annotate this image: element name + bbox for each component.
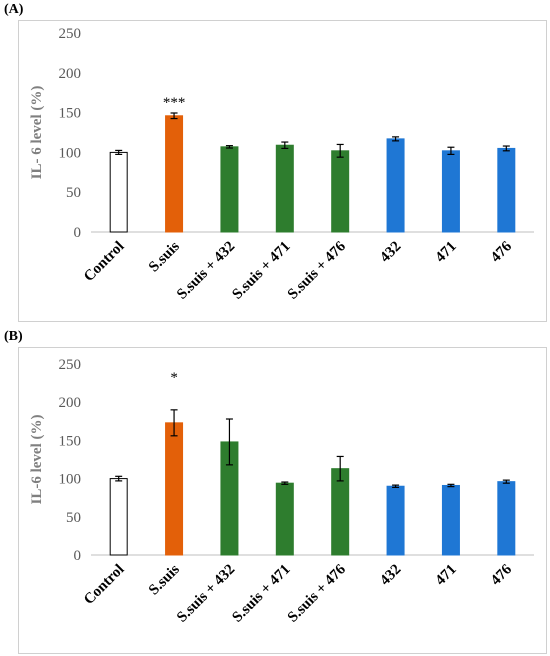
x-tick-label: 476 [488,238,516,266]
significance-marker: * [170,370,178,386]
y-tick-label: 250 [59,26,82,42]
x-tick-label: 471 [433,239,460,266]
bar [386,485,405,556]
y-tick-label: 100 [59,472,82,488]
bar [165,115,184,233]
y-tick-label: 0 [74,548,82,564]
x-tick-label: S.suis + 476 [285,238,350,303]
y-tick-label: 150 [59,433,82,449]
bar [275,144,294,233]
x-tick-label: 476 [488,561,516,589]
panel-b-label: (B) [4,329,23,344]
bar [441,150,460,233]
y-axis-label: IL- 6 level (%) [29,86,45,180]
bar [441,484,460,556]
bar [386,138,405,233]
y-tick-label: 200 [59,395,82,411]
x-tick-label: S.suis [146,238,183,275]
x-tick-label: Control [81,239,127,285]
bar [497,147,516,233]
x-tick-label: S.suis + 471 [229,239,293,303]
bar [109,478,128,556]
bar [331,468,350,556]
y-tick-label: 250 [59,357,82,373]
bar [331,150,350,233]
y-axis-label: IL-6 level (%) [29,415,45,505]
x-tick-label: 432 [377,239,404,266]
x-tick-label: S.suis + 471 [229,562,293,626]
chart-panel-b: 0 50 100 150 200 250 IL-6 level (%) Control * S.s… [18,347,547,654]
x-tick-label: S.suis + 432 [174,239,238,303]
y-tick-label: 150 [59,106,82,122]
chart-a-svg: 0 50 100 150 200 250 IL- 6 level (%) Control ***… [29,26,534,303]
significance-marker: *** [163,95,186,111]
chart-panel-a: 0 50 100 150 200 250 IL- 6 level (%) Control ***… [18,20,547,322]
x-tick-label: S.suis + 476 [285,561,350,626]
panel-a-label: (A) [4,2,24,17]
y-tick-label: 200 [59,66,82,82]
bar [165,422,184,556]
x-tick-label: 432 [377,562,404,589]
x-tick-label: S.suis [146,561,183,598]
x-tick-label: S.suis + 432 [174,562,238,626]
y-tick-label: 100 [59,145,82,161]
bar [220,146,239,233]
y-tick-label: 50 [66,185,81,201]
y-tick-label: 0 [74,225,82,241]
x-tick-label: 471 [433,562,460,589]
y-tick-label: 50 [66,510,81,526]
chart-b-svg: 0 50 100 150 200 250 IL-6 level (%) Control * S.s… [29,357,534,626]
bar [275,482,294,556]
bar [109,151,128,233]
bar [497,481,516,556]
x-tick-label: Control [81,562,127,608]
